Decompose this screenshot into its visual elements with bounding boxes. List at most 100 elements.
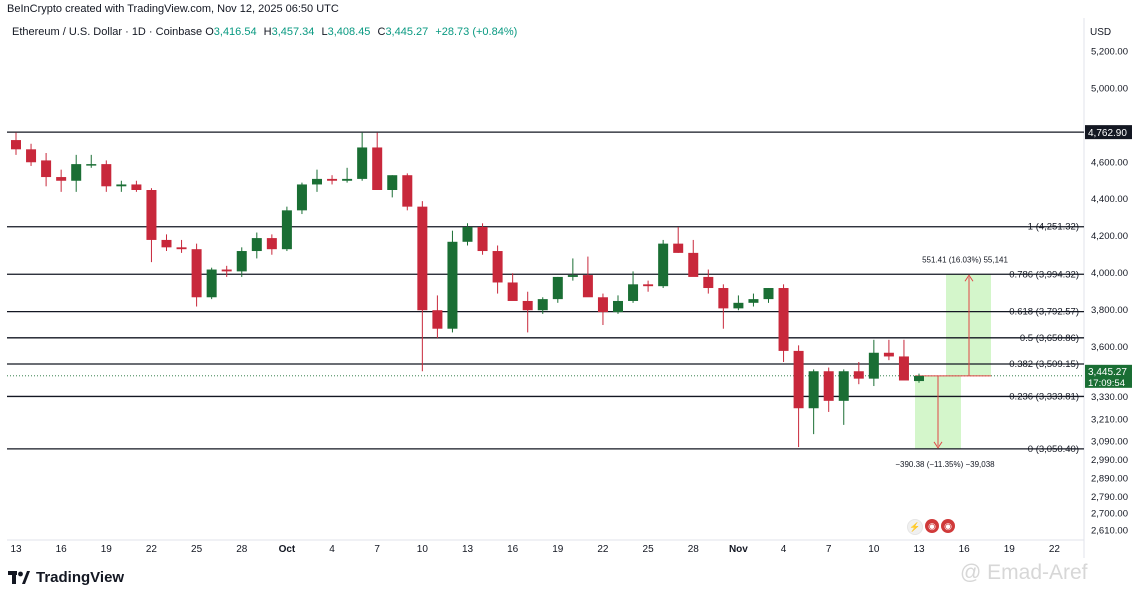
symbol-name[interactable]: Ethereum / U.S. Dollar · 1D · Coinbase (12, 26, 203, 38)
current-price-label: 3,445.27 (1088, 367, 1127, 378)
candle-body[interactable] (41, 160, 52, 178)
candle-body[interactable] (191, 249, 202, 298)
tradingview-logo-text: TradingView (36, 569, 125, 586)
candle-body[interactable] (432, 310, 443, 329)
candle-body[interactable] (673, 243, 684, 253)
x-tick-label: 22 (1049, 544, 1061, 555)
x-tick-label: 22 (597, 544, 609, 555)
candle-body[interactable] (658, 243, 669, 287)
x-tick-label: 19 (101, 544, 113, 555)
price-chart[interactable]: 4,762.90 1 (4,251.32) 0.786 (3,994.32) 0.61… (7, 18, 1140, 558)
candle-body[interactable] (26, 149, 37, 163)
candle-body[interactable] (733, 302, 744, 309)
candle-body[interactable] (507, 282, 518, 301)
candle-body[interactable] (266, 238, 277, 250)
level-price-tag-label: 4,762.90 (1088, 128, 1127, 139)
symbol-legend: Ethereum / U.S. Dollar · 1D · Coinbase O… (12, 26, 517, 38)
candle-body[interactable] (688, 252, 699, 277)
y-tick-label: 4,400.00 (1091, 194, 1128, 205)
y-tick-label: 2,610.00 (1091, 525, 1128, 536)
candle-body[interactable] (312, 178, 322, 185)
candle-body[interactable] (327, 178, 338, 181)
candle-body[interactable] (146, 190, 157, 240)
candle-body[interactable] (251, 238, 262, 252)
candle-body[interactable] (11, 140, 21, 150)
candle-body[interactable] (56, 177, 67, 181)
candle-body[interactable] (161, 239, 172, 248)
candle-body[interactable] (131, 184, 142, 190)
candle-body[interactable] (868, 352, 879, 379)
candle-body[interactable] (748, 299, 759, 303)
candle-body[interactable] (914, 375, 924, 382)
candle-body[interactable] (613, 300, 623, 313)
x-tick-label: 10 (868, 544, 880, 555)
candle-body[interactable] (823, 371, 834, 401)
y-tick-label: 4,200.00 (1091, 231, 1128, 242)
candle-body[interactable] (718, 288, 729, 309)
watermark: @ Emad-Aref (960, 561, 1088, 584)
candle-body[interactable] (281, 210, 292, 250)
candle-body[interactable] (793, 350, 804, 409)
candle-body[interactable] (387, 175, 398, 190)
candle-body[interactable] (236, 251, 247, 272)
candle-body[interactable] (176, 247, 187, 250)
candle-body[interactable] (86, 164, 97, 166)
chart-credit: BeInCrypto created with TradingView.com,… (7, 3, 339, 15)
level-label: 0.786 (3,994.32) (1009, 269, 1079, 280)
lightning-icon[interactable]: ⚡ (907, 519, 923, 535)
x-tick-label: 16 (56, 544, 68, 555)
candle-body[interactable] (808, 371, 819, 409)
x-tick-label: 22 (146, 544, 158, 555)
candle-body[interactable] (221, 269, 232, 272)
candle-body[interactable] (703, 276, 714, 289)
candle-body[interactable] (492, 251, 503, 283)
flag-icon[interactable]: ◉ (925, 519, 939, 533)
x-tick-label: 7 (374, 544, 380, 555)
candle-body[interactable] (763, 288, 774, 300)
candle-body[interactable] (101, 164, 112, 187)
candle-body[interactable] (853, 371, 864, 379)
candle-body[interactable] (477, 226, 488, 252)
candle-body[interactable] (342, 178, 353, 181)
x-tick-label: 19 (1004, 544, 1016, 555)
level-label: 0 (3,050.40) (1028, 444, 1079, 455)
candle-body[interactable] (552, 276, 563, 300)
candle-body[interactable] (447, 241, 458, 329)
y-tick-label: 2,700.00 (1091, 509, 1128, 520)
candle-body[interactable] (537, 299, 548, 311)
candle-body[interactable] (116, 184, 127, 187)
candle-body[interactable] (372, 147, 383, 190)
candle-body[interactable] (417, 206, 428, 311)
event-markers[interactable]: ⚡ ◉ ◉ (907, 519, 955, 535)
level-price-tag (1085, 125, 1132, 140)
candle-body[interactable] (206, 269, 217, 298)
candle-body[interactable] (582, 275, 593, 298)
y-tick-label: 5,000.00 (1091, 83, 1128, 94)
x-tick-label: 28 (236, 544, 248, 555)
ohlc-value-h: 3,457.34 (271, 26, 315, 38)
x-tick-label: Oct (279, 544, 296, 555)
ohlc-value-c: 3,445.27 (385, 26, 429, 38)
candle-body[interactable] (71, 164, 82, 181)
candle-body[interactable] (643, 284, 654, 287)
candle-body[interactable] (462, 226, 473, 242)
candle-body[interactable] (778, 288, 789, 351)
y-tick-label: 2,990.00 (1091, 455, 1128, 466)
currency-label[interactable]: USD (1090, 27, 1112, 38)
candle-body[interactable] (296, 184, 307, 211)
candle-body[interactable] (357, 147, 368, 179)
y-tick-label: 2,890.00 (1091, 474, 1128, 485)
ohlc-value-l: 3,408.45 (327, 26, 371, 38)
candle-body[interactable] (883, 352, 894, 357)
ohlc-key-l: L (318, 26, 328, 38)
candle-body[interactable] (838, 371, 849, 401)
candle-body[interactable] (597, 297, 608, 313)
ohlc-value-o: 3,416.54 (213, 26, 257, 38)
flag-icon[interactable]: ◉ (941, 519, 955, 533)
candle-body[interactable] (898, 356, 909, 381)
candle-body[interactable] (522, 300, 533, 311)
candle-body[interactable] (567, 275, 578, 277)
candle-body[interactable] (628, 284, 639, 301)
x-tick-label: 4 (781, 544, 787, 555)
candle-body[interactable] (402, 175, 413, 207)
